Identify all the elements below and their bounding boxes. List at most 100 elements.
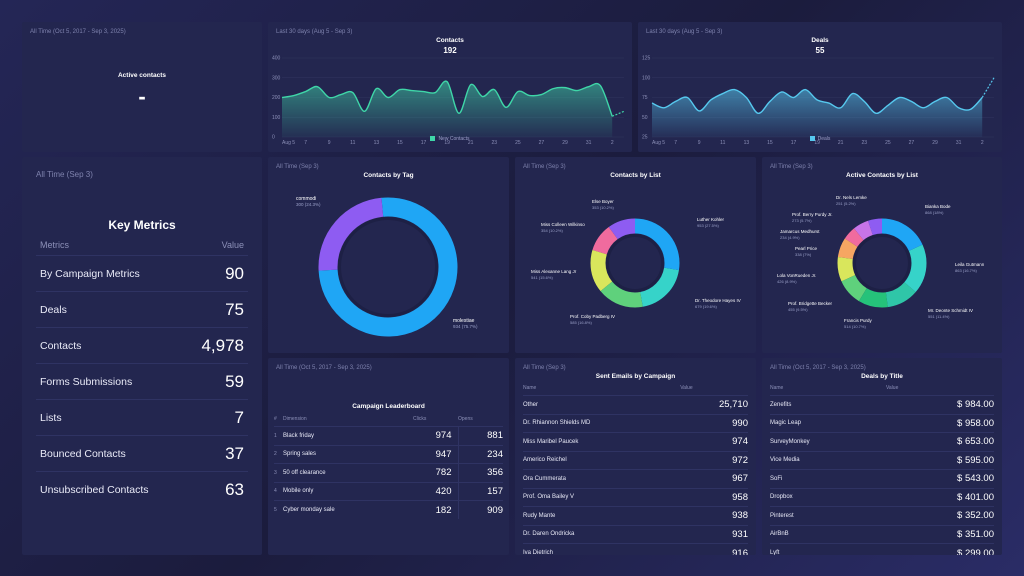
table-row[interactable]: Zenefits $ 984.00 bbox=[770, 395, 994, 414]
table-row[interactable]: Dr. Rhiannon Shields MD 990 bbox=[523, 413, 748, 433]
row-opens: 157 bbox=[458, 481, 503, 501]
card-title: Contacts by List bbox=[610, 172, 661, 179]
row-value: $ 352.00 bbox=[885, 506, 994, 525]
metric-row[interactable]: Lists 7 bbox=[36, 399, 248, 435]
col-value: Value bbox=[221, 240, 244, 250]
table-row[interactable]: Prof. Oma Bailey V 958 bbox=[523, 487, 748, 507]
metric-row[interactable]: By Campaign Metrics 90 bbox=[36, 255, 248, 291]
table-row[interactable]: Other 25,710 bbox=[523, 395, 748, 414]
donut-slice bbox=[590, 218, 680, 308]
table-row[interactable]: Rudy Mante 938 bbox=[523, 506, 748, 525]
row-opens: 881 bbox=[458, 426, 503, 445]
metric-row[interactable]: Unsubscribed Contacts 63 bbox=[36, 471, 248, 507]
metric-row[interactable]: Forms Submissions 59 bbox=[36, 363, 248, 399]
slice-label: molestiae bbox=[453, 318, 475, 324]
metric-label: Unsubscribed Contacts bbox=[40, 483, 149, 496]
chart-legend[interactable]: New Contacts bbox=[268, 136, 632, 142]
series-projection-line bbox=[981, 77, 995, 98]
donut-slice bbox=[318, 197, 458, 337]
col-value: Value bbox=[885, 385, 899, 391]
legend-swatch-icon bbox=[809, 136, 815, 141]
legend-label: New Contacts bbox=[438, 136, 470, 142]
table-row[interactable]: SoFi $ 543.00 bbox=[770, 469, 994, 488]
donut-slice bbox=[837, 218, 927, 308]
row-name: AirBnB bbox=[770, 524, 886, 544]
row-name: Dropbox bbox=[770, 487, 886, 507]
table-header: Name Value bbox=[770, 385, 994, 396]
x-tick-label: 29 bbox=[932, 140, 938, 146]
x-tick-label: 17 bbox=[421, 140, 427, 146]
x-tick-label: 23 bbox=[861, 140, 867, 146]
table-row[interactable]: Pinterest $ 352.00 bbox=[770, 506, 994, 525]
period-label: All Time (Sep 3) bbox=[276, 164, 319, 170]
slice-label: Jamarcus Medhurst bbox=[780, 229, 820, 234]
metric-row[interactable]: Deals 75 bbox=[36, 291, 248, 327]
row-name: Other bbox=[523, 395, 681, 414]
row-name: Pinterest bbox=[770, 506, 886, 525]
table-row[interactable]: Dropbox $ 401.00 bbox=[770, 487, 994, 507]
metric-row[interactable]: Contacts 4,978 bbox=[36, 327, 248, 363]
slice-label: commodi bbox=[296, 196, 316, 202]
table-row[interactable]: AirBnB $ 351.00 bbox=[770, 524, 994, 544]
row-name: Zenefits bbox=[770, 395, 886, 414]
period-label: All Time (Oct 5, 2017 - Sep 3, 2025) bbox=[276, 365, 372, 371]
x-tick-label: 9 bbox=[698, 140, 701, 146]
row-clicks: 947 bbox=[413, 444, 459, 464]
metric-label: Deals bbox=[40, 303, 67, 316]
table-row[interactable]: 1 Black friday 974 881 bbox=[274, 426, 503, 445]
table-row[interactable]: Miss Maribel Paucek 974 bbox=[523, 432, 748, 451]
y-tick-label: 100 bbox=[642, 75, 651, 81]
donut-inner-ring bbox=[338, 217, 438, 317]
contacts-area-chart: 400 300 200 100 0 Aug 5 7 9 11 13 15 17 19 21 23 25 27 29… bbox=[272, 56, 625, 146]
y-tick-label: 75 bbox=[642, 95, 648, 101]
table-row[interactable]: 3 50 off clearance 782 356 bbox=[274, 463, 503, 482]
col-value: Value bbox=[680, 385, 693, 391]
table-row[interactable]: Ora Cummerata 967 bbox=[523, 469, 748, 488]
donut-slice bbox=[590, 218, 680, 308]
metric-label: Forms Submissions bbox=[40, 375, 133, 388]
table-header: # Dimension Clicks Opens bbox=[274, 416, 503, 427]
donut-slice bbox=[837, 218, 927, 308]
table-row[interactable]: Iva Dietrich 916 bbox=[523, 543, 748, 555]
table-row[interactable]: Lyft $ 299.00 bbox=[770, 543, 994, 555]
x-tick-label: 27 bbox=[909, 140, 915, 146]
card-value: 55 bbox=[815, 46, 825, 55]
x-tick-label: 31 bbox=[586, 140, 592, 146]
row-value: $ 958.00 bbox=[885, 413, 994, 433]
slice-sub: 514 (10.7%) bbox=[844, 324, 866, 329]
row-name: Cyber monday sale bbox=[283, 500, 413, 519]
slice-sub: 953 (27.5%) bbox=[697, 223, 719, 228]
col-opens: Opens bbox=[458, 416, 473, 422]
table-row[interactable]: SurveyMonkey $ 653.00 bbox=[770, 432, 994, 451]
slice-label: Francis Purdy bbox=[844, 318, 873, 323]
row-clicks: 420 bbox=[413, 481, 459, 501]
row-name: Iva Dietrich bbox=[523, 543, 681, 555]
table-row[interactable]: Dr. Daren Ondricka 931 bbox=[523, 524, 748, 544]
table-row[interactable]: 5 Cyber monday sale 182 909 bbox=[274, 500, 503, 519]
table-row[interactable]: Vice Media $ 595.00 bbox=[770, 450, 994, 470]
card-title: Contacts by Tag bbox=[363, 172, 414, 179]
table-row[interactable]: Magic Leap $ 958.00 bbox=[770, 413, 994, 433]
row-name: Prof. Oma Bailey V bbox=[523, 487, 681, 507]
table-row[interactable]: 4 Mobile only 420 157 bbox=[274, 481, 503, 501]
row-name: Magic Leap bbox=[770, 413, 886, 433]
y-tick-label: 100 bbox=[272, 115, 281, 121]
y-tick-label: 200 bbox=[272, 95, 281, 101]
x-tick-label: 19 bbox=[814, 140, 820, 146]
table-row[interactable]: Americo Reichel 972 bbox=[523, 450, 748, 470]
y-tick-label: 400 bbox=[272, 56, 281, 62]
table-row[interactable]: 2 Spring sales 947 234 bbox=[274, 444, 503, 464]
leaderboard-table: # Dimension Clicks Opens 1 Black friday 97… bbox=[274, 416, 503, 519]
row-name: SoFi bbox=[770, 469, 886, 488]
row-value: 958 bbox=[680, 487, 748, 507]
contacts-by-tag-donut: commodi 300 (24.3%) molestiae 934 (75.7%… bbox=[296, 196, 478, 337]
metric-value: 59 bbox=[225, 371, 244, 391]
chart-legend[interactable]: Deals bbox=[638, 136, 1002, 142]
col-dimension: Dimension bbox=[283, 416, 307, 422]
row-value: $ 543.00 bbox=[885, 469, 994, 488]
slice-sub: 868 (18%) bbox=[925, 210, 944, 215]
metric-row[interactable]: Bounced Contacts 37 bbox=[36, 435, 248, 471]
slice-sub: 354 (10.2%) bbox=[541, 228, 563, 233]
col-clicks: Clicks bbox=[413, 416, 427, 422]
period-label: All Time (Oct 5, 2017 - Sep 3, 2025) bbox=[30, 29, 126, 35]
